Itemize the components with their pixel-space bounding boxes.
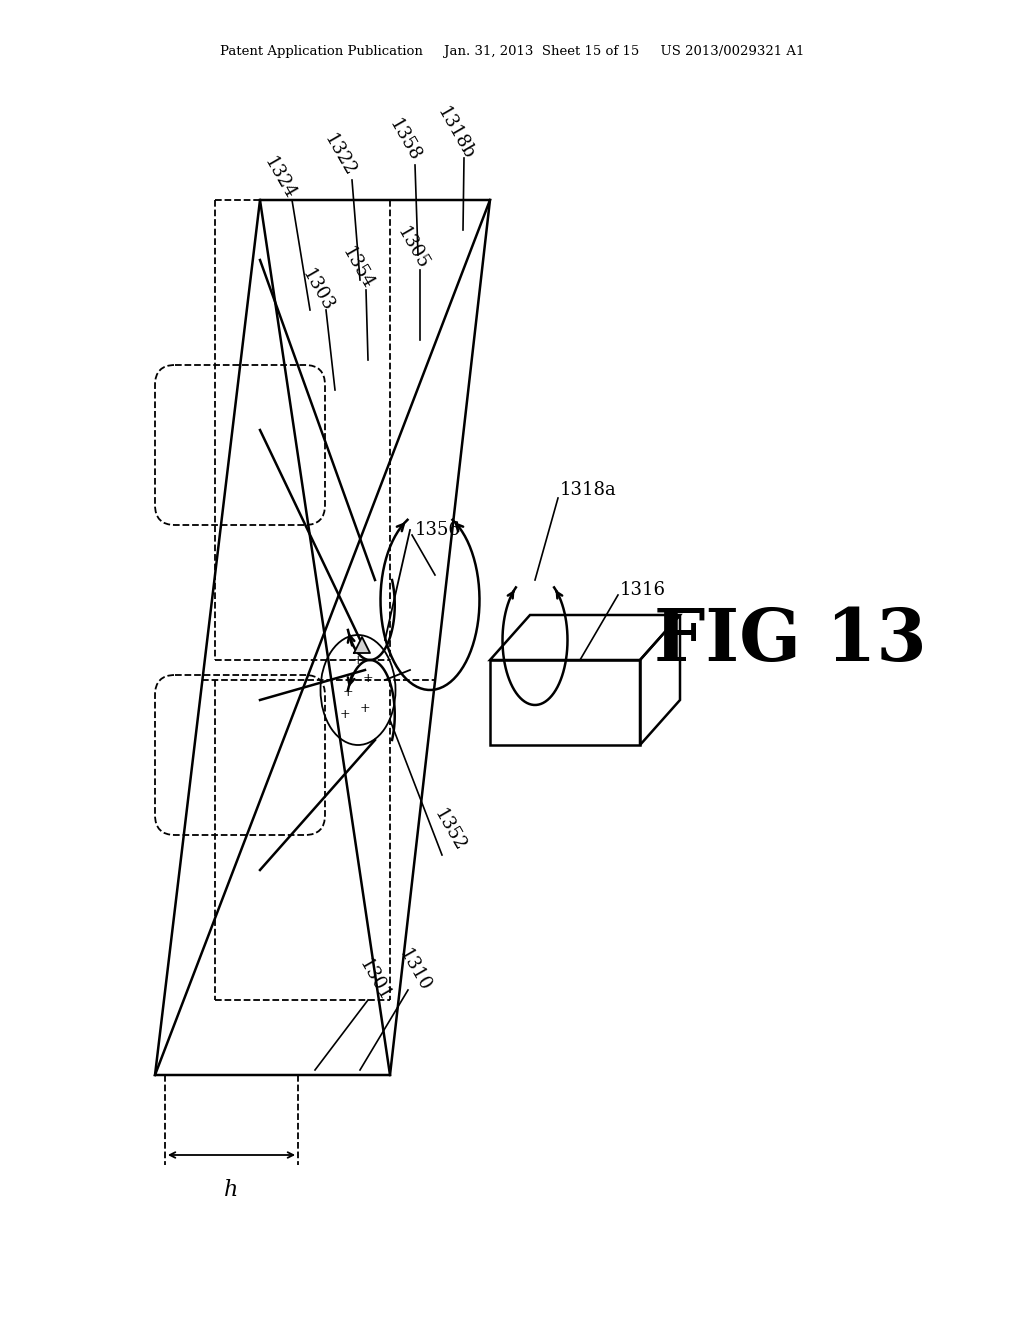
Text: 1303: 1303 [299, 265, 337, 314]
Text: 1318b: 1318b [433, 103, 477, 162]
Text: +: + [352, 653, 364, 667]
Text: +: + [340, 709, 350, 722]
Polygon shape [355, 638, 369, 652]
Text: FIG 13: FIG 13 [653, 605, 927, 676]
Text: 1358: 1358 [386, 116, 424, 165]
Text: 1322: 1322 [321, 131, 359, 180]
Text: +: + [343, 686, 353, 700]
Text: 1324: 1324 [261, 153, 299, 202]
Text: h: h [224, 1179, 239, 1201]
Text: 1316: 1316 [620, 581, 666, 599]
Text: 1310: 1310 [395, 945, 434, 994]
Text: 1354: 1354 [339, 244, 377, 292]
Text: 1301: 1301 [355, 956, 394, 1005]
Text: 1305: 1305 [394, 223, 432, 272]
Text: 1356: 1356 [415, 521, 461, 539]
Text: 1352: 1352 [431, 805, 469, 854]
Text: 1318a: 1318a [560, 480, 616, 499]
Text: +: + [359, 701, 371, 714]
Text: Patent Application Publication     Jan. 31, 2013  Sheet 15 of 15     US 2013/002: Patent Application Publication Jan. 31, … [220, 45, 804, 58]
Text: +: + [362, 672, 374, 685]
